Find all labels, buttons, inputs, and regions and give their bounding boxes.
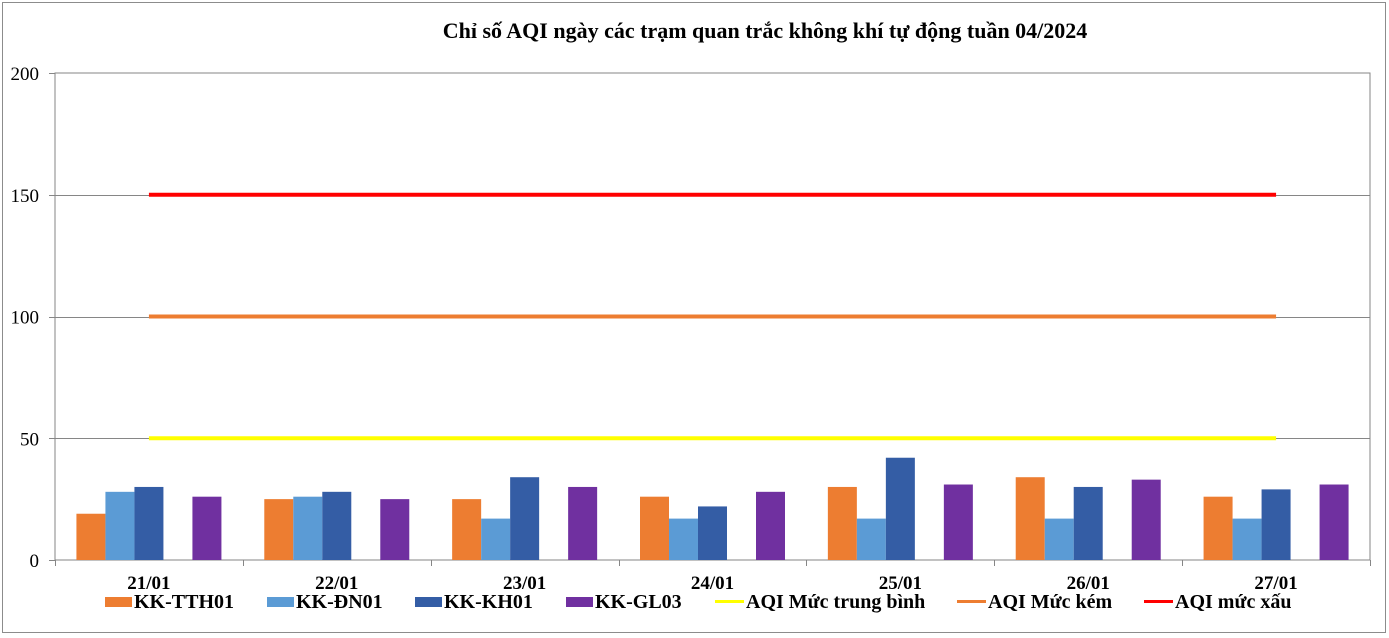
legend-item-kk-tth01: KK-TTH01 bbox=[105, 591, 234, 613]
legend-item-kk-dn01: KK-ĐN01 bbox=[267, 591, 383, 613]
chart-title: Chỉ số AQI ngày các trạm quan trắc không… bbox=[443, 18, 1088, 43]
bar-kk-tth01-26-01 bbox=[1015, 477, 1045, 560]
legend-item-kk-gl03: KK-GL03 bbox=[566, 591, 682, 613]
x-tick-label-26-01: 26/01 bbox=[1067, 573, 1110, 594]
bar-kk-kh01-26-01 bbox=[1073, 486, 1103, 560]
x-tick-label-25-01: 25/01 bbox=[879, 573, 922, 594]
y-axis: 0 50 100 150 200 bbox=[11, 64, 55, 572]
bar-kk-dn01-22-01 bbox=[293, 496, 323, 560]
bar-kk-gl03-27-01 bbox=[1319, 484, 1349, 560]
bar-kk-gl03-24-01 bbox=[756, 491, 785, 560]
legend-swatch bbox=[566, 597, 593, 607]
bar-kk-tth01-27-01 bbox=[1203, 496, 1233, 560]
bar-kk-tth01-21-01 bbox=[76, 513, 106, 560]
bar-kk-kh01-22-01 bbox=[322, 491, 352, 560]
bar-kk-kh01-23-01 bbox=[510, 477, 540, 560]
y-tick-label-100: 100 bbox=[11, 308, 40, 329]
bar-kk-kh01-21-01 bbox=[134, 486, 164, 560]
bar-kk-dn01-21-01 bbox=[105, 491, 135, 560]
legend-item-kk-kh01: KK-KH01 bbox=[415, 591, 533, 613]
legend-label: AQI Mức trung bình bbox=[746, 591, 925, 613]
x-tick-label-24-01: 24/01 bbox=[691, 573, 734, 594]
bar-kk-kh01-24-01 bbox=[698, 506, 727, 560]
threshold-lines bbox=[148, 192, 1277, 441]
legend-label: AQI mức xấu bbox=[1175, 591, 1291, 613]
bar-kk-kh01-27-01 bbox=[1261, 489, 1291, 560]
legend-item-aqi-muc-kem: AQI Mức kém bbox=[957, 591, 1113, 613]
x-tick-label-27-01: 27/01 bbox=[1254, 573, 1297, 594]
y-tick-label-150: 150 bbox=[11, 186, 40, 207]
bar-kk-gl03-22-01 bbox=[380, 499, 410, 560]
bar-kk-dn01-23-01 bbox=[481, 518, 511, 560]
bar-series bbox=[76, 457, 1349, 560]
legend-item-aqi-muc-xau: AQI mức xấu bbox=[1144, 591, 1291, 613]
legend-label: KK-GL03 bbox=[595, 591, 682, 613]
legend: KK-TTH01 KK-ĐN01 KK-KH01 KK-GL03 AQI Mức tru… bbox=[105, 591, 1291, 613]
y-tick-label-50: 50 bbox=[20, 429, 39, 450]
bar-kk-gl03-25-01 bbox=[943, 484, 973, 560]
x-axis: 21/01 22/01 23/01 24/01 25/01 26/01 27/01 bbox=[55, 560, 1371, 594]
bar-kk-kh01-25-01 bbox=[885, 457, 915, 560]
bar-kk-tth01-24-01 bbox=[640, 496, 669, 560]
legend-label: AQI Mức kém bbox=[988, 591, 1113, 613]
bar-kk-gl03-23-01 bbox=[568, 486, 598, 560]
bar-kk-dn01-27-01 bbox=[1232, 518, 1262, 560]
x-tick-label-22-01: 22/01 bbox=[315, 573, 358, 594]
bar-kk-dn01-24-01 bbox=[669, 518, 698, 560]
x-tick-label-21-01: 21/01 bbox=[127, 573, 170, 594]
legend-label: KK-TTH01 bbox=[134, 591, 234, 613]
bar-kk-tth01-25-01 bbox=[827, 486, 857, 560]
bar-kk-dn01-25-01 bbox=[856, 518, 886, 560]
legend-label: KK-KH01 bbox=[444, 591, 533, 613]
bar-kk-gl03-26-01 bbox=[1131, 479, 1161, 560]
y-tick-label-0: 0 bbox=[30, 551, 40, 572]
bar-kk-dn01-26-01 bbox=[1044, 518, 1074, 560]
bar-kk-tth01-23-01 bbox=[452, 499, 482, 560]
legend-item-aqi-muc-trung-binh: AQI Mức trung bình bbox=[715, 591, 925, 613]
legend-label: KK-ĐN01 bbox=[296, 591, 383, 613]
y-tick-label-200: 200 bbox=[11, 64, 40, 85]
legend-swatch bbox=[267, 597, 294, 607]
legend-swatch bbox=[105, 597, 132, 607]
legend-swatch bbox=[415, 597, 442, 607]
bar-kk-gl03-21-01 bbox=[192, 496, 222, 560]
bar-kk-tth01-22-01 bbox=[264, 499, 294, 560]
x-tick-label-23-01: 23/01 bbox=[503, 573, 546, 594]
